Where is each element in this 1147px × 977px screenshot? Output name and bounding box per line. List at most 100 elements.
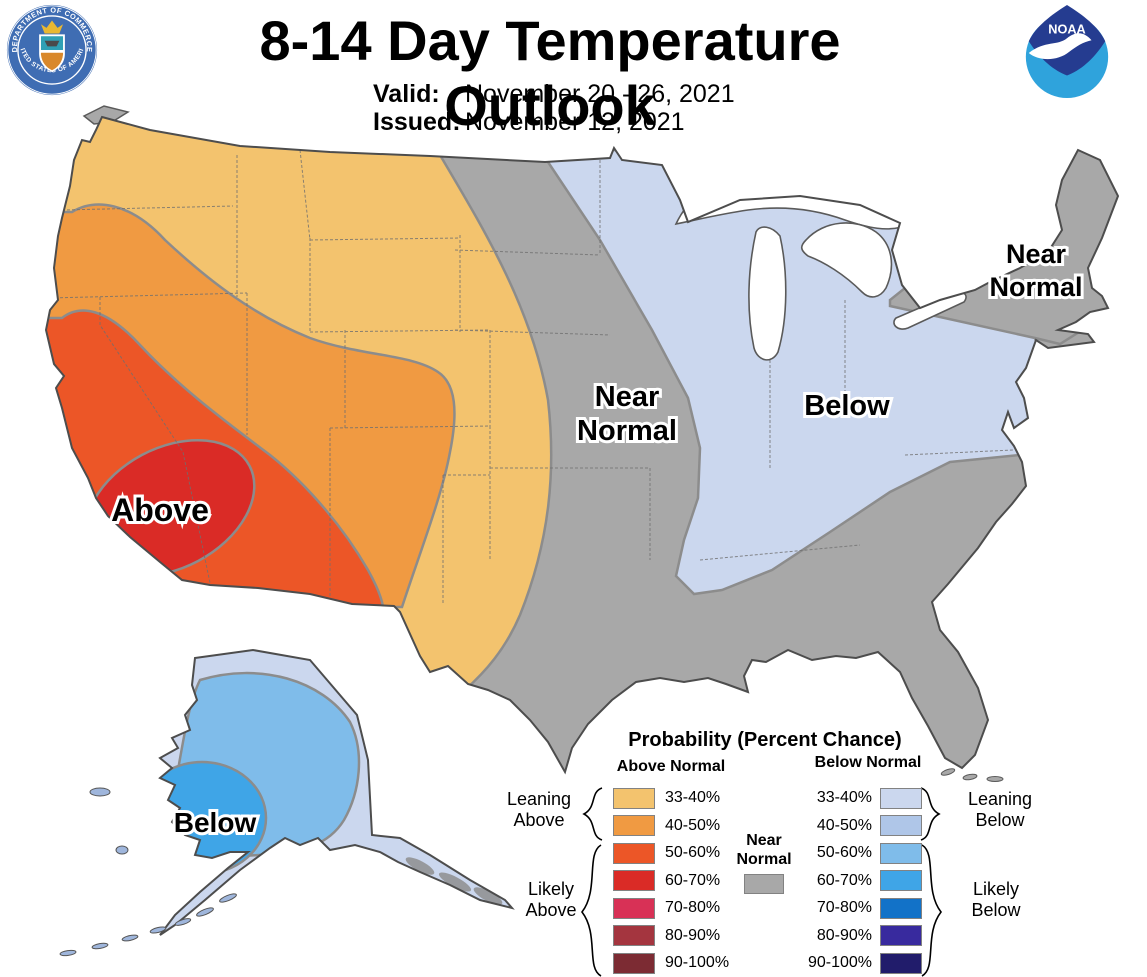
page-title: 8-14 Day Temperature Outlook xyxy=(259,9,841,137)
leaning-above-line1: Leaning xyxy=(506,789,572,809)
legend-swatch xyxy=(880,815,922,836)
label-northeast-near-line2: Normal xyxy=(989,272,1082,302)
legend-swatch xyxy=(880,952,922,974)
florida-keys xyxy=(940,768,1004,782)
legend-row: 80-90% xyxy=(790,925,922,947)
lake-huron xyxy=(800,222,893,298)
legend-braces xyxy=(580,787,943,977)
valid-row: Valid: November 20 - 26, 2021 xyxy=(373,80,793,108)
validity-block: Valid: November 20 - 26, 2021 Issued: No… xyxy=(373,80,793,136)
issued-label: Issued: xyxy=(373,108,461,136)
legend-swatch xyxy=(613,842,655,864)
legend-range-label: 80-90% xyxy=(665,926,721,944)
legend-range-label: 90-100% xyxy=(665,954,730,971)
legend-swatch xyxy=(613,952,655,974)
leaning-below-line1: Leaning xyxy=(967,789,1033,809)
legend-row: 80-90% xyxy=(613,925,729,947)
near-normal-line2: Normal xyxy=(736,851,792,868)
legend-range-label: 33-40% xyxy=(816,789,872,806)
legend-title: Probability (Percent Chance) xyxy=(628,729,902,751)
leaning-above-line2: Above xyxy=(513,810,565,830)
near-normal-swatch xyxy=(744,874,784,894)
legend-row: 33-40% xyxy=(613,787,729,809)
noaa-seagull xyxy=(1028,33,1092,60)
label-central-near-line2: Normal xyxy=(577,415,677,447)
label-alaska-below: Below xyxy=(174,807,257,838)
leaning-below-line2: Below xyxy=(975,810,1025,830)
brace-leaning-below xyxy=(920,787,941,841)
legend-row: 70-80% xyxy=(790,897,922,919)
legend-range-label: 40-50% xyxy=(665,816,721,834)
state-borders xyxy=(49,149,1014,604)
alaska-panhandle-mountains xyxy=(405,857,503,905)
conus-outline xyxy=(44,115,1120,775)
legend-row: 50-60% xyxy=(790,842,922,864)
legend-range-label: 60-70% xyxy=(665,871,721,889)
legend-range-label: 70-80% xyxy=(665,899,721,916)
legend-leaning-above: Leaning Above xyxy=(491,789,587,831)
legend-row: 33-40% xyxy=(790,787,922,809)
legend-swatch xyxy=(880,870,922,891)
legend-likely-below: Likely Below xyxy=(948,879,1044,921)
label-northeast-near-line1: Near xyxy=(1006,239,1067,269)
legend-range-label: 50-60% xyxy=(665,844,721,861)
likely-above-line2: Above xyxy=(525,900,577,920)
near-normal-line1: Near xyxy=(746,832,782,849)
legend-swatch xyxy=(613,870,655,891)
legend-row: 40-50% xyxy=(613,815,729,837)
legend-row: 90-100% xyxy=(790,952,922,974)
legend-row: 60-70% xyxy=(790,870,922,892)
noaa-logo: NOAA xyxy=(1025,4,1109,99)
legend-likely-above: Likely Above xyxy=(503,879,599,921)
canada-fragment xyxy=(82,105,130,125)
issued-row: Issued: November 12, 2021 xyxy=(373,108,793,136)
label-central-near-line1: Near xyxy=(595,381,660,413)
seal-ship xyxy=(44,40,60,47)
legend-above-header: Above Normal xyxy=(616,758,726,775)
legend-row: 40-50% xyxy=(790,815,922,837)
aleutian-islands xyxy=(59,787,237,957)
legend-below-rows: 33-40% 40-50% 50-60% 60-70% 70-80% 80-90% 90-1… xyxy=(790,787,922,974)
legend-range-label: 40-50% xyxy=(816,816,872,834)
map-labels: Above Near Normal Below Near Normal Belo… xyxy=(108,236,1085,841)
legend-leaning-below: Leaning Below xyxy=(952,789,1048,831)
legend-range-label: 80-90% xyxy=(816,926,872,944)
label-west-above: Above xyxy=(111,492,209,528)
noaa-logo-text: NOAA xyxy=(1048,21,1086,36)
legend-near-normal: Near Normal xyxy=(732,831,796,894)
legend-swatch xyxy=(613,815,655,836)
dept-of-commerce-seal: DEPARTMENT OF COMMERCE UNITED STATES OF … xyxy=(6,4,98,96)
brace-likely-below xyxy=(921,844,943,977)
valid-value: November 20 - 26, 2021 xyxy=(465,80,735,108)
valid-label: Valid: xyxy=(373,80,440,108)
legend-swatch xyxy=(880,897,922,919)
legend-row: 70-80% xyxy=(613,897,729,919)
legend-row: 50-60% xyxy=(613,842,729,864)
legend-row: 90-100% xyxy=(613,952,729,974)
legend-swatch xyxy=(880,787,922,809)
legend-below-header: Below Normal xyxy=(814,754,922,771)
likely-below-line2: Below xyxy=(971,900,1021,920)
label-east-below: Below xyxy=(804,390,890,422)
alaska-outline xyxy=(158,648,515,936)
legend-range-label: 60-70% xyxy=(816,871,872,889)
legend-swatch xyxy=(613,925,655,946)
likely-below-line1: Likely xyxy=(972,879,1020,899)
seal-eagle xyxy=(40,20,64,34)
legend-range-label: 50-60% xyxy=(816,844,872,861)
legend-range-label: 70-80% xyxy=(816,899,872,916)
brace-likely-above xyxy=(580,844,602,977)
brace-leaning-above xyxy=(582,787,603,841)
legend-swatch xyxy=(880,842,922,864)
legend-swatch xyxy=(880,925,922,946)
legend-range-label: 90-100% xyxy=(807,954,872,971)
lake-michigan xyxy=(748,226,787,361)
legend-row: 60-70% xyxy=(613,870,729,892)
legend-swatch xyxy=(613,897,655,919)
legend-above-rows: 33-40% 40-50% 50-60% 60-70% 70-80% 80-90% 90-1… xyxy=(613,787,729,974)
legend-range-label: 33-40% xyxy=(665,789,721,806)
legend-swatch xyxy=(613,787,655,809)
likely-above-line1: Likely xyxy=(527,879,575,899)
